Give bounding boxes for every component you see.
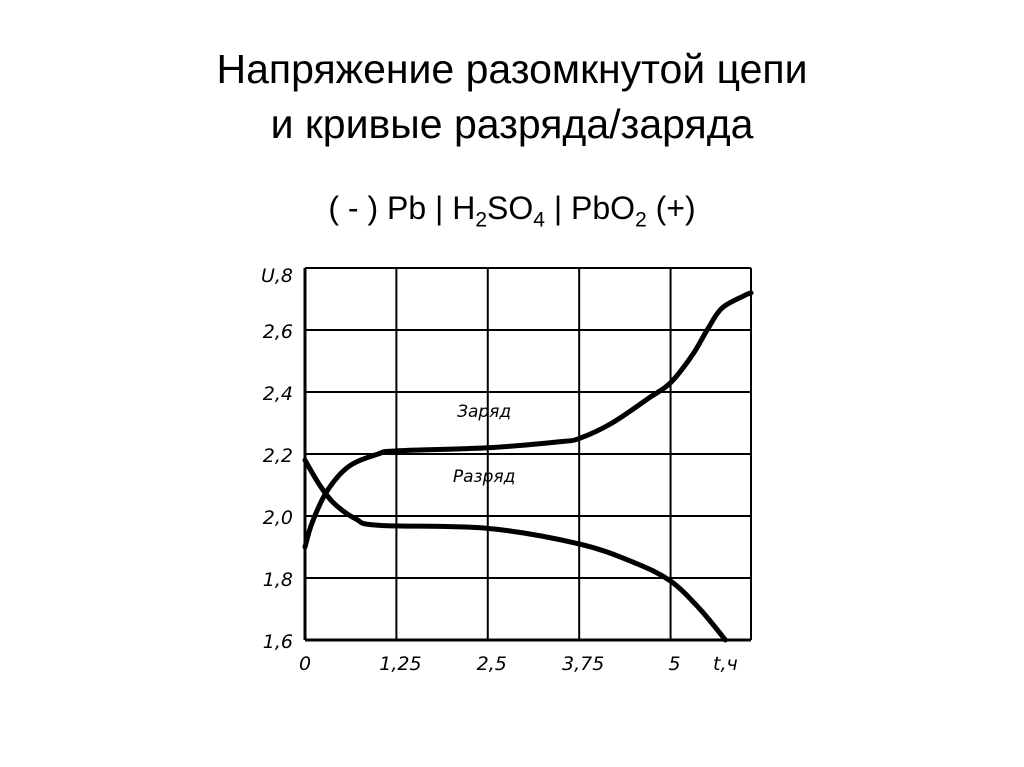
y-tick-label: 1,8 (263, 569, 293, 591)
y-tick-label: 2,6 (263, 321, 293, 343)
title-line-1: Напряжение разомкнутой цепи (216, 46, 808, 92)
y-tick-label: 1,6 (263, 631, 293, 653)
x-tick-label: 5 (669, 653, 681, 675)
y-tick-label: 2,0 (263, 507, 293, 529)
formula-sub: 2 (475, 208, 488, 232)
series-label: Разряд (453, 467, 515, 487)
series-label: Заряд (457, 402, 511, 422)
formula-sub: 4 (533, 208, 545, 232)
formula-part: | PbO (544, 190, 636, 226)
x-axis-label: t,ч (713, 653, 738, 675)
x-tick-label: 1,25 (379, 653, 421, 675)
series-line-charge (302, 290, 754, 550)
series-line-discharge (302, 457, 728, 643)
formula-part: (+) (646, 190, 696, 226)
formula-part: ( - ) Pb | H (328, 190, 476, 226)
x-tick-label: 3,75 (562, 653, 604, 675)
slide-title: Напряжение разомкнутой цепи и кривые раз… (0, 42, 1024, 152)
formula-sub: 2 (635, 208, 647, 232)
y-tick-label: 2,2 (263, 445, 293, 467)
title-line-2: и кривые разряда/заряда (270, 101, 754, 147)
y-tick-label: U,8 (261, 265, 293, 287)
x-tick-label: 2,5 (477, 653, 507, 675)
formula-part: SO (487, 190, 534, 226)
x-tick-label: 0 (299, 653, 311, 675)
cell-formula: ( - ) Pb | H2SO4 | PbO2 (+) (0, 190, 1024, 232)
y-tick-label: 2,4 (263, 383, 293, 405)
